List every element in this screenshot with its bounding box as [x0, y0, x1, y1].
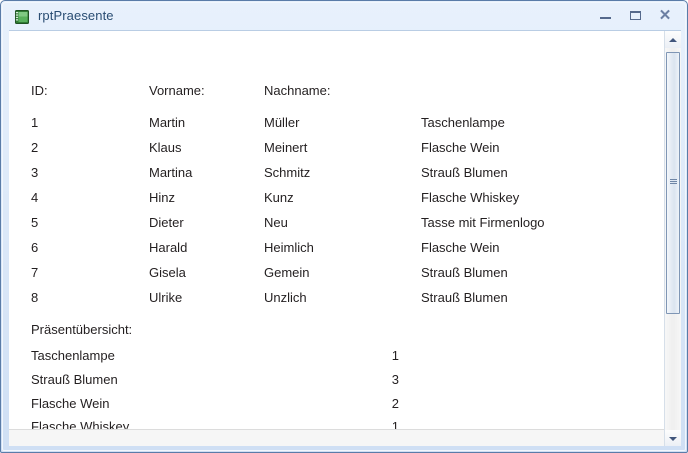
cell-last-name: Neu — [264, 215, 288, 230]
table-row: 6 Harald Heimlich Flasche Wein — [9, 240, 649, 265]
cell-id: 7 — [31, 265, 39, 280]
summary-title-row: Präsentübersicht: — [9, 322, 649, 347]
summary-item-count: 2 — [391, 396, 399, 411]
cell-last-name: Müller — [264, 115, 300, 130]
summary-item-label: Strauß Blumen — [31, 372, 118, 387]
minimize-icon — [599, 16, 611, 19]
cell-id: 5 — [31, 215, 39, 230]
table-row: 4 Hinz Kunz Flasche Whiskey — [9, 190, 649, 215]
cell-last-name: Meinert — [264, 140, 308, 155]
scrollbar-thumb[interactable] — [666, 52, 680, 314]
scrollbar-grip-icon — [670, 179, 677, 187]
cell-first-name: Hinz — [149, 190, 176, 205]
summary-item-count: 1 — [391, 348, 399, 363]
cell-last-name: Heimlich — [264, 240, 314, 255]
close-button[interactable]: ✕ — [650, 5, 680, 25]
cell-last-name: Kunz — [264, 190, 294, 205]
scroll-down-button[interactable] — [665, 430, 681, 446]
summary-row: Strauß Blumen 3 — [9, 372, 649, 397]
report-book-icon — [14, 9, 30, 25]
summary-row: Flasche Wein 2 — [9, 396, 649, 421]
summary-item-count: 1 — [391, 419, 399, 434]
cell-first-name: Martin — [149, 115, 186, 130]
cell-gift: Strauß Blumen — [421, 265, 508, 280]
triangle-up-icon — [669, 37, 677, 42]
cell-gift: Flasche Wein — [421, 240, 500, 255]
summary-item-label: Flasche Wein — [31, 396, 110, 411]
table-row: 3 Martina Schmitz Strauß Blumen — [9, 165, 649, 190]
cell-last-name: Gemein — [264, 265, 310, 280]
cell-first-name: Ulrike — [149, 290, 183, 305]
scroll-up-button[interactable] — [665, 31, 681, 48]
cell-first-name: Martina — [149, 165, 193, 180]
triangle-down-icon — [669, 436, 677, 441]
cell-gift: Taschenlampe — [421, 115, 505, 130]
cell-last-name: Unzlich — [264, 290, 307, 305]
column-header-id: ID: — [31, 83, 48, 98]
column-header-first-name: Vorname: — [149, 83, 205, 98]
cell-gift: Flasche Wein — [421, 140, 500, 155]
summary-item-label: Taschenlampe — [31, 348, 115, 363]
cell-id: 1 — [31, 115, 39, 130]
cell-id: 8 — [31, 290, 39, 305]
cell-gift: Strauß Blumen — [421, 290, 508, 305]
report-client-area: ID: Vorname: Nachname: 1 Martin Müller T… — [9, 30, 681, 446]
window-controls: ✕ — [590, 5, 680, 25]
cell-first-name: Dieter — [149, 215, 184, 230]
report-header-row: ID: Vorname: Nachname: — [9, 83, 649, 108]
summary-row: Taschenlampe 1 — [9, 348, 649, 373]
cell-id: 6 — [31, 240, 39, 255]
column-header-last-name: Nachname: — [264, 83, 331, 98]
cell-id: 4 — [31, 190, 39, 205]
cell-last-name: Schmitz — [264, 165, 311, 180]
cell-id: 2 — [31, 140, 39, 155]
summary-item-count: 3 — [391, 372, 399, 387]
maximize-button[interactable] — [620, 5, 650, 25]
report-page: ID: Vorname: Nachname: 1 Martin Müller T… — [9, 31, 664, 446]
maximize-icon — [629, 10, 641, 20]
summary-title: Präsentübersicht: — [31, 322, 133, 337]
cell-gift: Strauß Blumen — [421, 165, 508, 180]
close-icon: ✕ — [658, 6, 672, 24]
minimize-button[interactable] — [590, 5, 620, 25]
cell-first-name: Gisela — [149, 265, 186, 280]
cell-gift: Tasse mit Firmenlogo — [421, 215, 545, 230]
table-row: 2 Klaus Meinert Flasche Wein — [9, 140, 649, 165]
table-row: 1 Martin Müller Taschenlampe — [9, 115, 649, 140]
window-titlebar[interactable]: rptPraesente ✕ — [2, 2, 686, 30]
report-footer-strip — [9, 429, 664, 446]
cell-id: 3 — [31, 165, 39, 180]
cell-first-name: Harald — [149, 240, 188, 255]
cell-gift: Flasche Whiskey — [421, 190, 520, 205]
vertical-scrollbar[interactable] — [664, 31, 681, 446]
cell-first-name: Klaus — [149, 140, 182, 155]
window-title: rptPraesente — [38, 8, 114, 23]
table-row: 7 Gisela Gemein Strauß Blumen — [9, 265, 649, 290]
table-row: 5 Dieter Neu Tasse mit Firmenlogo — [9, 215, 649, 240]
table-row: 8 Ulrike Unzlich Strauß Blumen — [9, 290, 649, 315]
